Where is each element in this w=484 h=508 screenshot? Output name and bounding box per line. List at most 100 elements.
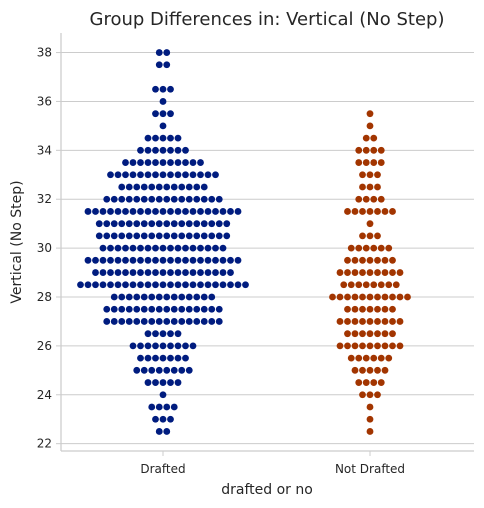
swarm-point xyxy=(377,281,385,289)
swarm-point xyxy=(174,208,182,215)
swarm-point xyxy=(92,208,99,215)
swarm-point xyxy=(366,122,374,130)
swarm-point xyxy=(182,281,189,289)
swarm-point xyxy=(362,134,370,142)
y-tick-label: 24 xyxy=(37,388,52,402)
swarm-point xyxy=(355,379,363,386)
swarm-point xyxy=(144,171,152,179)
swarm-point xyxy=(99,256,107,264)
swarm-point xyxy=(366,330,374,338)
swarm-point xyxy=(92,281,99,289)
swarm-point xyxy=(155,305,163,313)
swarm-point xyxy=(370,354,378,362)
swarm-point xyxy=(174,171,182,179)
swarm-point xyxy=(152,159,159,166)
swarm-point xyxy=(152,208,159,215)
swarm-point xyxy=(374,171,381,179)
swarm-point xyxy=(170,232,178,240)
swarm-point xyxy=(174,379,182,386)
swarm-point xyxy=(152,244,159,252)
swarm-point xyxy=(374,318,381,325)
swarm-point xyxy=(189,244,197,252)
swarm-point xyxy=(174,281,182,289)
swarm-point xyxy=(208,195,216,203)
swarm-point xyxy=(344,342,351,350)
swarm-point xyxy=(200,195,208,203)
swarm-point xyxy=(118,232,126,240)
swarm-point xyxy=(182,354,189,362)
swarm-point xyxy=(129,281,137,289)
swarm-point xyxy=(159,330,167,338)
swarm-point xyxy=(362,354,370,362)
swarm-point xyxy=(377,195,385,203)
swarm-point xyxy=(155,61,163,69)
swarm-point xyxy=(204,244,212,252)
swarm-point xyxy=(174,342,182,350)
swarm-point xyxy=(370,195,378,203)
swarm-point xyxy=(404,293,411,301)
swarm-point xyxy=(182,171,189,179)
swarm-point xyxy=(204,208,212,215)
swarm-point xyxy=(107,244,114,252)
swarm-point xyxy=(200,318,208,325)
swarm-point xyxy=(167,256,174,264)
swarm-point xyxy=(370,146,378,154)
swarm-point xyxy=(144,208,152,215)
swarm-point xyxy=(182,146,189,154)
swarm-point xyxy=(377,244,385,252)
swarm-point xyxy=(144,269,152,276)
swarm-point xyxy=(381,269,389,276)
swarm-point xyxy=(155,195,163,203)
swarm-point xyxy=(107,171,114,179)
swarm-point xyxy=(381,366,389,374)
swarm-point xyxy=(133,366,141,374)
swarm-point xyxy=(366,220,374,228)
swarm-point xyxy=(355,244,363,252)
swarm-point xyxy=(107,256,114,264)
swarm-point xyxy=(163,220,171,228)
swarm-point xyxy=(167,146,174,154)
swarm-point xyxy=(381,208,389,215)
swarm-point xyxy=(114,171,122,179)
swarm-point xyxy=(129,256,137,264)
swarm-point xyxy=(140,366,148,374)
swarm-point xyxy=(193,183,201,191)
swarm-point xyxy=(167,379,174,386)
swarm-point xyxy=(366,305,374,313)
swarm-point xyxy=(170,366,178,374)
swarm-point xyxy=(178,232,186,240)
swarm-point xyxy=(133,232,141,240)
swarm-point xyxy=(174,354,182,362)
swarm-point xyxy=(159,159,167,166)
swarm-point xyxy=(118,305,126,313)
swarm-point xyxy=(366,232,374,240)
swarm-point xyxy=(351,366,359,374)
y-tick-label: 26 xyxy=(37,339,52,353)
swarm-point xyxy=(212,281,219,289)
swarm-point xyxy=(163,232,171,240)
swarm-point xyxy=(140,293,148,301)
swarm-point xyxy=(107,208,114,215)
swarm-point xyxy=(212,256,219,264)
swarm-point xyxy=(359,183,366,191)
swarm-point xyxy=(170,318,178,325)
swarm-point xyxy=(219,281,227,289)
swarm-point xyxy=(163,403,171,411)
swarm-point xyxy=(159,269,167,276)
x-tick-label: Not Drafted xyxy=(335,462,405,476)
swarm-point xyxy=(133,183,141,191)
swarm-point xyxy=(344,208,351,215)
y-tick-label: 22 xyxy=(37,437,52,451)
swarm-point xyxy=(212,171,219,179)
swarm-point xyxy=(219,244,227,252)
swarm-point xyxy=(193,318,201,325)
swarm-point xyxy=(389,342,396,350)
swarm-point xyxy=(163,183,171,191)
swarm-point xyxy=(351,342,359,350)
swarm-point xyxy=(148,220,156,228)
swarm-point xyxy=(174,159,182,166)
swarm-point xyxy=(329,293,336,301)
swarm-point xyxy=(110,220,118,228)
swarm-point xyxy=(355,159,363,166)
swarm-point xyxy=(347,244,355,252)
